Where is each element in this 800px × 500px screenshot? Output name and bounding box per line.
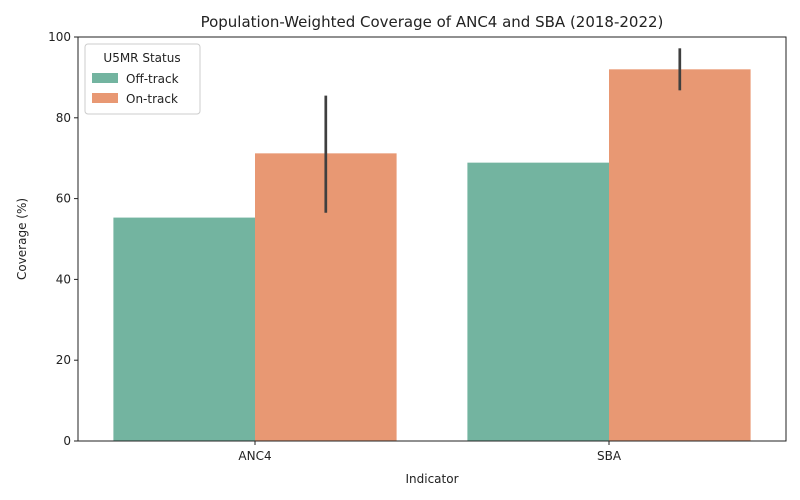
legend-swatch	[92, 73, 118, 83]
y-tick-label: 80	[56, 111, 71, 125]
x-tick-label: SBA	[597, 449, 622, 463]
chart-title: Population-Weighted Coverage of ANC4 and…	[201, 13, 664, 31]
legend-entry-label: On-track	[126, 92, 178, 106]
bar-on-track-sba	[609, 69, 751, 441]
x-axis-label: Indicator	[405, 472, 458, 486]
y-tick-label: 60	[56, 192, 71, 206]
bars-group	[113, 69, 751, 442]
legend-swatch	[92, 93, 118, 103]
y-tick-label: 40	[56, 272, 71, 286]
bar-off-track-anc4	[113, 217, 256, 441]
y-tick-label: 100	[48, 30, 71, 44]
plot-frame	[77, 36, 787, 442]
legend-title: U5MR Status	[103, 51, 180, 65]
y-axis: 0 20 40 60 80 100	[48, 30, 78, 448]
legend: U5MR Status Off-track On-track	[84, 43, 201, 115]
error-bars-group	[324, 48, 682, 213]
y-axis-label: Coverage (%)	[15, 198, 29, 280]
x-tick-label: ANC4	[238, 449, 271, 463]
bar-off-track-sba	[467, 162, 609, 442]
y-tick-label: 0	[63, 434, 71, 448]
x-axis: ANC4 SBA	[238, 441, 622, 463]
y-tick-label: 20	[56, 353, 71, 367]
legend-entry-label: Off-track	[126, 72, 179, 86]
